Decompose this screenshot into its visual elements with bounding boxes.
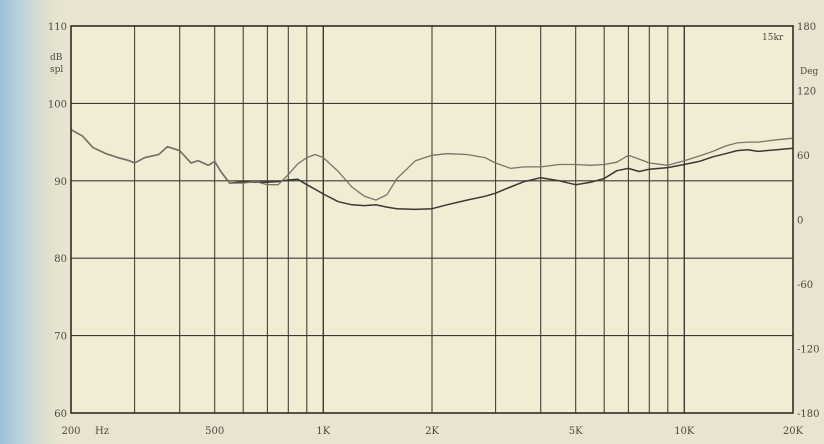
x-tick-label: 500	[205, 426, 224, 437]
y-tick-label-left: 110	[48, 22, 67, 33]
x-tick-label: 1K	[316, 426, 330, 437]
y-tick-label-left: 100	[48, 99, 67, 110]
x-tick-label: 5K	[569, 426, 583, 437]
series-group	[70, 129, 794, 211]
y-tick-label-right: 180	[797, 22, 816, 33]
x-tick-label: Hz	[95, 426, 109, 437]
y-tick-label-left: 90	[54, 177, 67, 188]
y-tick-label-left: 60	[54, 409, 67, 420]
y-axis-unit-left: dB	[50, 53, 63, 63]
y-tick-label-left: 70	[54, 332, 67, 343]
corner-label: 15kr	[762, 33, 784, 43]
plot-border	[70, 25, 794, 414]
y-tick-label-right: 0	[797, 216, 803, 227]
axis-labels: 200 Hz 500 1K 2K 5K 10K 20K 60 70 80 90 100 110 dB spl -…	[48, 22, 820, 437]
x-tick-label: 200	[61, 426, 80, 437]
x-tick-label: 2K	[425, 426, 439, 437]
x-tick-label: 20K	[783, 426, 804, 437]
y-tick-label-right: -120	[797, 345, 819, 356]
x-tick-label: 10K	[674, 426, 695, 437]
y-tick-label-left: 80	[54, 254, 67, 265]
series-line-2	[70, 129, 794, 201]
y-tick-label-right: -180	[797, 409, 819, 420]
grid	[71, 26, 793, 413]
y-tick-label-right: 120	[797, 87, 816, 98]
y-axis-unit-right: Deg	[800, 67, 819, 77]
y-tick-label-right: -60	[797, 280, 813, 291]
y-axis-unit-left-2: spl	[50, 65, 63, 75]
y-tick-label-right: 60	[797, 151, 810, 162]
